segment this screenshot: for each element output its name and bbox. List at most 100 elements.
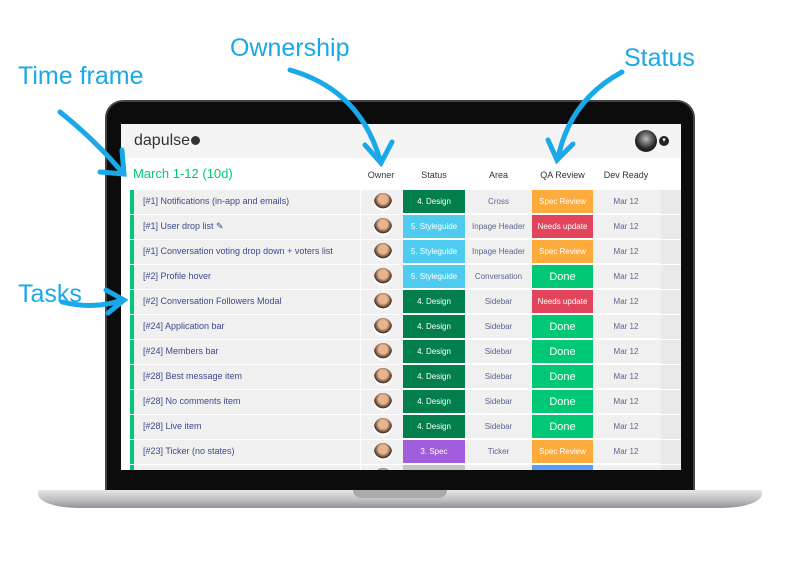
task-name[interactable]: [#2] Conversation Followers Modal xyxy=(143,296,282,306)
task-name[interactable]: [#23] Ticker (no states) xyxy=(143,446,235,456)
table-row[interactable]: [#1] Notifications (in-app and emails) 4… xyxy=(130,190,681,214)
group-color-bar xyxy=(130,265,134,289)
column-dev-ready[interactable]: Dev Ready xyxy=(603,170,649,180)
column-owner[interactable]: Owner xyxy=(367,170,395,180)
dev-ready-cell[interactable]: Mar 12 xyxy=(593,415,659,439)
qa-review-cell[interactable]: Done xyxy=(532,365,593,389)
area-cell[interactable]: Sidebar xyxy=(466,340,531,364)
qa-review-cell[interactable]: Done xyxy=(532,415,593,439)
status-cell[interactable]: 5. Styleguide xyxy=(403,240,465,264)
dev-ready-cell[interactable]: Mar 12 xyxy=(593,390,659,414)
owner-avatar[interactable] xyxy=(374,343,392,361)
status-cell[interactable]: 4. Design xyxy=(403,415,465,439)
status-cell[interactable]: 3. Spec xyxy=(403,440,465,464)
dev-ready-cell[interactable]: Mar 12 xyxy=(593,240,659,264)
qa-review-cell[interactable]: Needs update xyxy=(532,215,593,239)
table-row[interactable]: [#1] User drop list ✎ 5. Styleguide Inpa… xyxy=(130,215,681,239)
status-cell[interactable]: 4. Design xyxy=(403,365,465,389)
qa-review-cell[interactable]: Spec Review xyxy=(532,440,593,464)
status-cell[interactable]: 4. Design xyxy=(403,315,465,339)
table-row[interactable]: [#2] Profile hover 5. Styleguide Convers… xyxy=(130,265,681,289)
status-cell[interactable]: 4. Design xyxy=(403,290,465,314)
status-cell[interactable]: 5. Styleguide xyxy=(403,265,465,289)
area-cell[interactable]: Sidebar xyxy=(466,315,531,339)
divider xyxy=(360,465,361,470)
group-color-bar xyxy=(130,215,134,239)
owner-avatar[interactable] xyxy=(374,468,392,470)
owner-avatar[interactable] xyxy=(374,393,392,411)
group-color-bar xyxy=(130,315,134,339)
area-cell[interactable]: Ticker xyxy=(466,440,531,464)
status-cell[interactable] xyxy=(403,465,465,470)
qa-review-cell[interactable]: No need xyxy=(532,465,593,470)
area-cell[interactable]: Sidebar xyxy=(466,290,531,314)
qa-review-cell[interactable]: Done xyxy=(532,340,593,364)
task-name[interactable]: [#1] Notifications (in-app and emails) xyxy=(143,196,290,206)
logo[interactable]: dapulse xyxy=(134,132,201,150)
column-qa-review[interactable]: QA Review xyxy=(540,170,585,180)
table-row[interactable]: [#28] No comments item 4. Design Sidebar… xyxy=(130,390,681,414)
task-name[interactable]: [#24] Application bar xyxy=(143,321,225,331)
group-title[interactable]: March 1-12 (10d) xyxy=(133,166,233,181)
status-cell[interactable]: 5. Styleguide xyxy=(403,215,465,239)
owner-avatar[interactable] xyxy=(374,418,392,436)
area-cell[interactable]: Conversation xyxy=(466,265,531,289)
qa-review-cell[interactable]: Done xyxy=(532,315,593,339)
owner-avatar[interactable] xyxy=(374,293,392,311)
qa-review-cell[interactable]: Spec Review xyxy=(532,240,593,264)
dev-ready-cell[interactable]: Mar 12 xyxy=(593,265,659,289)
owner-avatar[interactable] xyxy=(374,243,392,261)
column-area[interactable]: Area xyxy=(488,170,508,180)
owner-avatar[interactable] xyxy=(374,218,392,236)
dev-ready-cell[interactable]: Mar 5 xyxy=(593,465,659,470)
task-name[interactable]: [#1] Conversation voting drop down + vot… xyxy=(143,246,333,256)
chevron-down-icon[interactable]: ▾ xyxy=(659,136,669,146)
table-row[interactable]: [#24] Members bar 4. Design Sidebar Done… xyxy=(130,340,681,364)
task-name[interactable]: [#1] User drop list ✎ xyxy=(143,221,224,231)
table-row[interactable]: [#28] Live item 4. Design Sidebar Done M… xyxy=(130,415,681,439)
area-cell[interactable]: Inpage Header xyxy=(466,215,531,239)
area-cell[interactable]: Cross xyxy=(466,190,531,214)
area-cell[interactable]: Marketing xyxy=(466,465,531,470)
status-cell[interactable]: 4. Design xyxy=(403,190,465,214)
area-cell[interactable]: Sidebar xyxy=(466,390,531,414)
dev-ready-cell[interactable]: Mar 12 xyxy=(593,340,659,364)
logo-text: dapulse xyxy=(134,132,191,149)
dev-ready-cell[interactable]: Mar 12 xyxy=(593,365,659,389)
dev-ready-cell[interactable]: Mar 12 xyxy=(593,215,659,239)
owner-avatar[interactable] xyxy=(374,193,392,211)
area-cell[interactable]: Sidebar xyxy=(466,415,531,439)
task-name[interactable]: [#2] Profile hover xyxy=(143,271,212,281)
qa-review-cell[interactable]: Spec Review xyxy=(532,190,593,214)
annotation-ownership: Ownership xyxy=(230,34,350,62)
table-row[interactable]: [#23] Ticker (no states) 3. Spec Ticker … xyxy=(130,440,681,464)
group-color-bar xyxy=(130,390,134,414)
owner-avatar[interactable] xyxy=(374,268,392,286)
owner-avatar[interactable] xyxy=(374,368,392,386)
task-name[interactable]: [#28] Live item xyxy=(143,421,202,431)
dev-ready-cell[interactable]: Mar 12 xyxy=(593,315,659,339)
owner-avatar[interactable] xyxy=(374,318,392,336)
status-cell[interactable]: 4. Design xyxy=(403,390,465,414)
dev-ready-cell[interactable]: Mar 12 xyxy=(593,440,659,464)
dev-ready-cell[interactable]: Mar 12 xyxy=(593,190,659,214)
owner-avatar[interactable] xyxy=(374,443,392,461)
dev-ready-cell[interactable]: Mar 12 xyxy=(593,290,659,314)
column-status[interactable]: Status xyxy=(421,170,447,180)
task-name[interactable]: [#24] Members bar xyxy=(143,346,219,356)
table-row[interactable]: [#24] Application bar 4. Design Sidebar … xyxy=(130,315,681,339)
qa-review-cell[interactable]: Needs update xyxy=(532,290,593,314)
task-name[interactable]: [#28] Best message item xyxy=(143,371,243,381)
area-cell[interactable]: Sidebar xyxy=(466,365,531,389)
table-row[interactable]: [#1] Conversation voting drop down + vot… xyxy=(130,240,681,264)
table-row[interactable]: [#2] Conversation Followers Modal 4. Des… xyxy=(130,290,681,314)
user-avatar[interactable] xyxy=(635,130,657,152)
qa-review-cell[interactable]: Done xyxy=(532,265,593,289)
task-name[interactable]: [#28] No comments item xyxy=(143,396,241,406)
group-color-bar xyxy=(130,415,134,439)
status-cell[interactable]: 4. Design xyxy=(403,340,465,364)
table-row[interactable]: [#28] Best message item 4. Design Sideba… xyxy=(130,365,681,389)
area-cell[interactable]: Inpage Header xyxy=(466,240,531,264)
table-row[interactable]: Spot 2.0 deck in Chinese Marketing No ne… xyxy=(130,465,681,470)
qa-review-cell[interactable]: Done xyxy=(532,390,593,414)
